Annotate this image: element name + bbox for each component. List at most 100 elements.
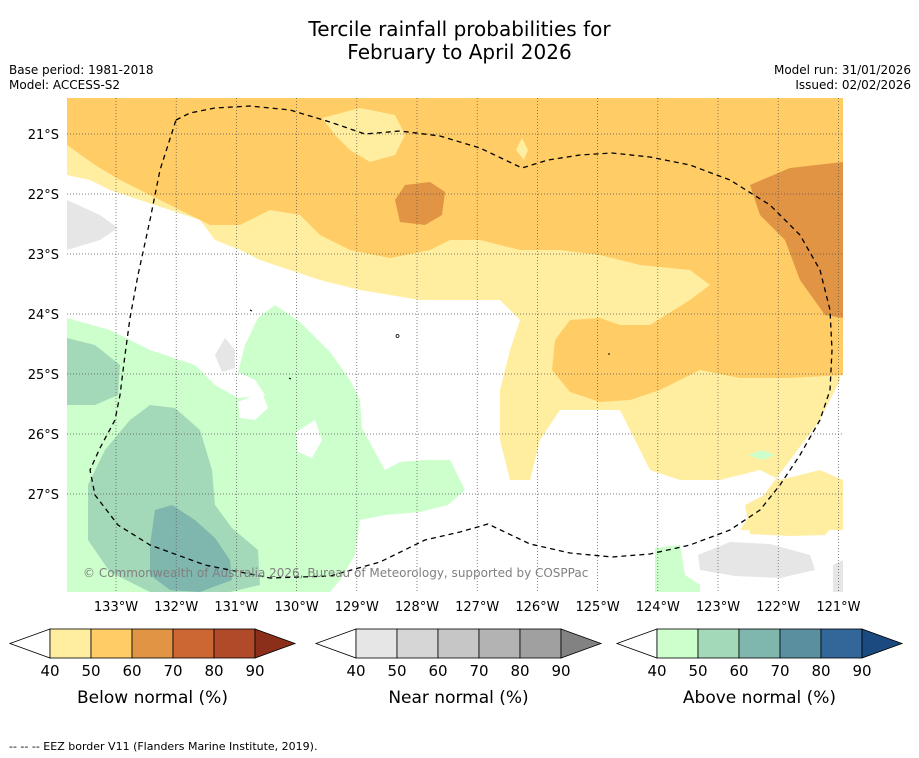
white-hole-2	[296, 420, 322, 458]
probability-map: © Commonwealth of Australia 2026, Bureau…	[67, 98, 843, 592]
above-normal-50-west	[67, 338, 120, 405]
legend-0: 40 50 60 70 80 90 Below normal (%)	[8, 628, 297, 708]
legend-title: Below normal (%)	[77, 688, 228, 708]
lon-label: 130°W	[275, 600, 319, 615]
legend-swatch	[49, 628, 92, 659]
legend-tick: 40	[647, 662, 666, 680]
above-normal-40-patch-small	[748, 450, 775, 460]
near-normal-40-west	[67, 200, 118, 250]
eez-border	[89, 105, 833, 579]
legend-swatch	[779, 628, 822, 659]
legend-tick: 60	[729, 662, 748, 680]
legend-swatch	[355, 628, 398, 659]
meta-right: Model run: 31/01/2026 Issued: 02/02/2026	[774, 63, 911, 93]
legend-tick: 40	[346, 662, 365, 680]
legend-1: 40 50 60 70 80 90 Near normal (%)	[314, 628, 603, 708]
legend-swatch	[396, 628, 439, 659]
near-normal-40-small-1	[215, 338, 235, 372]
lon-label: 121°W	[816, 600, 860, 615]
lon-label: 125°W	[576, 600, 620, 615]
legend-tick: 60	[428, 662, 447, 680]
copyright-text: © Commonwealth of Australia 2026, Bureau…	[83, 566, 588, 580]
colorbar-legends: 40 50 60 70 80 90 Below normal (%) 40 50 60 70 80 90…	[8, 628, 904, 708]
latitude-labels: 21°S 22°S 23°S 24°S 25°S 26°S 27°S	[28, 128, 59, 503]
below-normal-60-patch-center	[395, 182, 445, 225]
meta-left: Base period: 1981-2018 Model: ACCESS-S2	[9, 63, 154, 93]
below-normal-40-pocket-north	[322, 108, 405, 162]
legend-swatch	[478, 628, 521, 659]
near-normal-40-east-edge	[833, 560, 843, 592]
legend-swatch	[90, 628, 133, 659]
below-normal-40-patch-se	[745, 490, 838, 536]
legend-right-arrow	[861, 628, 904, 659]
legend-title: Above normal (%)	[683, 688, 836, 708]
island-marker-1	[249, 309, 253, 312]
legend-swatch	[131, 628, 174, 659]
legend-swatch	[697, 628, 740, 659]
legend-tick: 90	[852, 662, 871, 680]
lat-label: 21°S	[28, 128, 59, 143]
footnote-eez: -- -- -- EEZ border V11 (Flanders Marine…	[9, 740, 318, 753]
legend-swatch	[172, 628, 215, 659]
legend-tick: 80	[811, 662, 830, 680]
white-hole-1	[238, 392, 268, 420]
legend-tick: 70	[163, 662, 182, 680]
lon-label: 123°W	[696, 600, 740, 615]
model-run: Model run: 31/01/2026	[773, 63, 911, 77]
legend-swatch	[437, 628, 480, 659]
legend-tick: 80	[510, 662, 529, 680]
legend-right-arrow	[254, 628, 297, 659]
lon-label: 127°W	[455, 600, 499, 615]
lat-label: 27°S	[28, 488, 59, 503]
below-normal-40-pocket-small	[516, 138, 528, 160]
legend-tick: 70	[469, 662, 488, 680]
model-name: Model: ACCESS-S2	[9, 78, 121, 92]
legend-tick: 50	[688, 662, 707, 680]
legend-tick: 50	[387, 662, 406, 680]
legend-tick: 40	[40, 662, 59, 680]
lon-label: 124°W	[636, 600, 680, 615]
above-normal-60-south	[150, 505, 232, 592]
island-marker-2	[395, 334, 400, 338]
below-normal-60-patch-east	[750, 162, 843, 318]
lon-label: 122°W	[756, 600, 800, 615]
below-normal-50-region	[67, 98, 843, 402]
legend-swatch	[738, 628, 781, 659]
lon-label: 131°W	[214, 600, 258, 615]
legend-tick: 50	[81, 662, 100, 680]
legend-left-arrow	[615, 628, 658, 659]
legend-tick: 90	[245, 662, 264, 680]
lon-label: 133°W	[94, 600, 138, 615]
above-normal-40-patch-se	[655, 545, 700, 592]
lon-label: 128°W	[395, 600, 439, 615]
legend-title: Near normal (%)	[388, 688, 528, 708]
island-marker-3	[288, 377, 292, 380]
legend-tick: 80	[204, 662, 223, 680]
lon-label: 132°W	[154, 600, 198, 615]
base-period: Base period: 1981-2018	[9, 63, 154, 77]
lat-label: 25°S	[28, 368, 59, 383]
longitude-labels: 133°W 132°W 131°W 130°W 129°W 128°W 127°W 126°W…	[94, 600, 861, 615]
lat-label: 26°S	[28, 428, 59, 443]
gridlines	[67, 98, 843, 592]
legend-left-arrow	[8, 628, 51, 659]
lat-label: 22°S	[28, 188, 59, 203]
legend-tick: 70	[770, 662, 789, 680]
issued-date: Issued: 02/02/2026	[795, 78, 911, 92]
legend-2: 40 50 60 70 80 90 Above normal (%)	[615, 628, 904, 708]
title-line-1: Tercile rainfall probabilities for	[308, 17, 611, 41]
lat-label: 24°S	[28, 308, 59, 323]
legend-tick: 90	[551, 662, 570, 680]
legend-right-arrow	[560, 628, 603, 659]
lon-label: 129°W	[335, 600, 379, 615]
lat-label: 23°S	[28, 248, 59, 263]
legend-swatch	[519, 628, 562, 659]
legend-swatch	[213, 628, 256, 659]
near-normal-40-southeast	[698, 542, 815, 578]
legend-swatch	[656, 628, 699, 659]
legend-left-arrow	[314, 628, 357, 659]
legend-swatch	[820, 628, 863, 659]
legend-tick: 60	[122, 662, 141, 680]
title-line-2: February to April 2026	[347, 40, 572, 64]
